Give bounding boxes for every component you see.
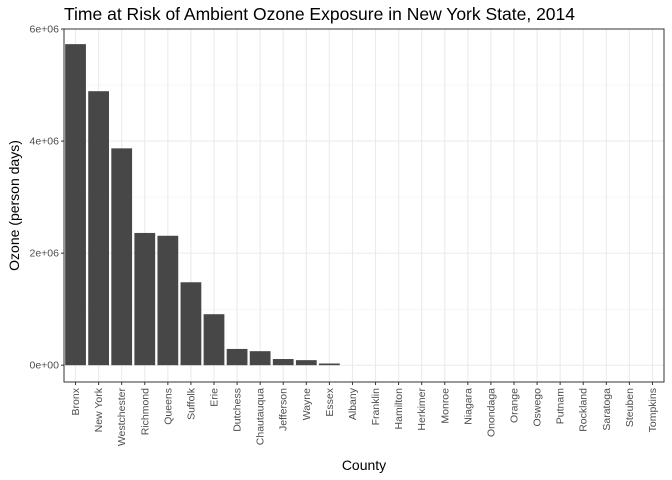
y-tick-label: 4e+06 xyxy=(30,136,60,148)
plot-border xyxy=(63,28,665,383)
x-tick-label: Queens xyxy=(162,388,174,425)
x-tick-label: Suffolk xyxy=(185,387,197,420)
bar-erie xyxy=(203,314,225,366)
x-tick-label: Richmond xyxy=(139,388,151,435)
x-tick-label: Monroe xyxy=(439,388,451,424)
x-tick-label: Saratoga xyxy=(601,388,613,431)
bar-wayne xyxy=(295,360,317,366)
x-tick-label: Hamilton xyxy=(393,388,405,430)
x-tick-label: Steuben xyxy=(624,388,636,427)
x-tick-label: Dutchess xyxy=(232,388,244,432)
x-tick-label: Niagara xyxy=(462,388,474,425)
y-tick-label: 6e+06 xyxy=(30,24,60,36)
bar-suffolk xyxy=(180,282,202,366)
x-tick-label: Albany xyxy=(347,387,359,420)
bar-essex xyxy=(319,363,340,366)
bar-westchester xyxy=(111,148,133,366)
bar-dutchess xyxy=(226,348,248,366)
bar-queens xyxy=(157,235,179,366)
x-tick-label: Herkimer xyxy=(416,388,428,431)
x-tick-label: Jefferson xyxy=(278,388,290,431)
x-tick-label: Franklin xyxy=(370,388,382,426)
x-tick-label: Wayne xyxy=(301,388,313,420)
bar-jefferson xyxy=(272,359,294,366)
chart-title: Time at Risk of Ambient Ozone Exposure i… xyxy=(64,4,576,24)
x-axis-title: County xyxy=(342,457,386,473)
x-tick-label: Oswego xyxy=(532,388,544,427)
x-tick-label: Erie xyxy=(209,388,221,407)
x-tick-label: Rockland xyxy=(578,388,590,432)
x-tick-label: Bronx xyxy=(70,387,82,415)
y-tick-label: 2e+06 xyxy=(30,248,60,260)
y-axis-title: Ozone (person days) xyxy=(6,140,22,271)
x-tick-label: New York xyxy=(93,387,105,432)
bar-new-york xyxy=(88,91,109,366)
x-tick-label: Essex xyxy=(324,387,336,416)
bar-richmond xyxy=(134,232,156,366)
bar-bronx xyxy=(65,44,86,366)
bar-chautauqua xyxy=(249,351,271,366)
x-tick-label: Orange xyxy=(509,388,521,423)
axes: 0e+00 2e+06 4e+06 6e+06 Bronx New York Westche… xyxy=(30,24,659,447)
x-tick-label: Putnam xyxy=(555,388,567,424)
bars xyxy=(65,44,340,366)
x-tick-label: Onondaga xyxy=(485,388,497,437)
x-tick-label: Westchester xyxy=(116,388,128,447)
x-tick-label: Chautauqua xyxy=(255,388,267,445)
y-tick-label: 0e+00 xyxy=(30,360,60,372)
x-tick-label: Tompkins xyxy=(647,388,659,432)
